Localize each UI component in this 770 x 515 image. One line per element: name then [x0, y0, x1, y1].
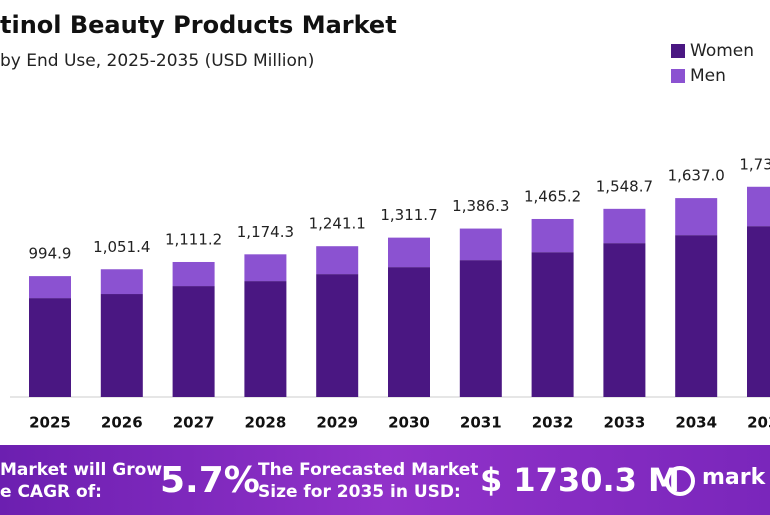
total-label: 1,386.3 [452, 197, 509, 215]
x-tick-label: 2028 [245, 414, 287, 432]
bar-segment [100, 294, 143, 397]
bar-segment [675, 198, 718, 236]
footer-text: e CAGR of: [0, 482, 102, 502]
total-label: 1,051.4 [93, 238, 150, 256]
bar-segment [244, 254, 287, 282]
bar-segment [244, 281, 287, 397]
total-label: 1,548.7 [596, 177, 653, 195]
chart-title: tinol Beauty Products Market [0, 11, 397, 39]
logo: mark [702, 465, 767, 490]
footer-text: The Forecasted Market [258, 460, 478, 480]
bar-segment [29, 298, 71, 397]
x-tick-label: 2035 [747, 414, 770, 432]
total-label: 994.9 [29, 245, 72, 263]
total-label: 1,730.3 [739, 155, 770, 173]
x-tick-label: 2030 [388, 414, 430, 432]
footer-text: Market will Grow [0, 460, 162, 480]
bar-segment [603, 208, 646, 244]
legend-label: Men [690, 66, 726, 86]
bar-segment [100, 269, 143, 295]
market-size: $ 1730.3 M [480, 461, 680, 499]
chart-subtitle: by End Use, 2025-2035 (USD Million) [0, 51, 314, 71]
legend-label: Women [690, 41, 754, 61]
cagr: 5.7% [160, 460, 260, 501]
bar-segment [316, 246, 359, 275]
bar-segment [459, 228, 502, 261]
bar-segment [388, 237, 430, 268]
bar-segment [531, 252, 574, 397]
footer-banner [0, 445, 770, 515]
x-tick-label: 2032 [532, 414, 574, 432]
legend-swatch [671, 44, 685, 58]
legend-swatch [671, 69, 685, 83]
x-tick-label: 2034 [675, 414, 717, 432]
logo-icon [665, 466, 695, 496]
x-tick-label: 2033 [604, 414, 646, 432]
bar-segment [747, 186, 770, 227]
total-label: 1,111.2 [165, 230, 222, 248]
x-tick-label: 2027 [173, 414, 215, 432]
x-tick-label: 2031 [460, 414, 502, 432]
footer-text: Size for 2035 in USD: [258, 482, 461, 502]
bar-segment [603, 243, 646, 397]
bar-segment [459, 260, 502, 397]
total-label: 1,241.1 [309, 215, 366, 233]
bar-segment [172, 286, 215, 397]
bar-segment [316, 274, 359, 397]
bar-segment [172, 261, 215, 287]
bar-segment [29, 276, 71, 299]
x-tick-label: 2026 [101, 414, 143, 432]
bar-segment [531, 218, 574, 253]
x-tick-label: 2029 [316, 414, 358, 432]
total-label: 1,465.2 [524, 187, 581, 205]
bar-segment [388, 267, 430, 397]
total-label: 1,311.7 [380, 206, 437, 224]
total-label: 1,174.3 [237, 223, 294, 241]
bar-segment [747, 226, 770, 397]
total-label: 1,637.0 [668, 167, 725, 185]
bar-segment [675, 235, 718, 397]
x-tick-label: 2025 [29, 414, 71, 432]
